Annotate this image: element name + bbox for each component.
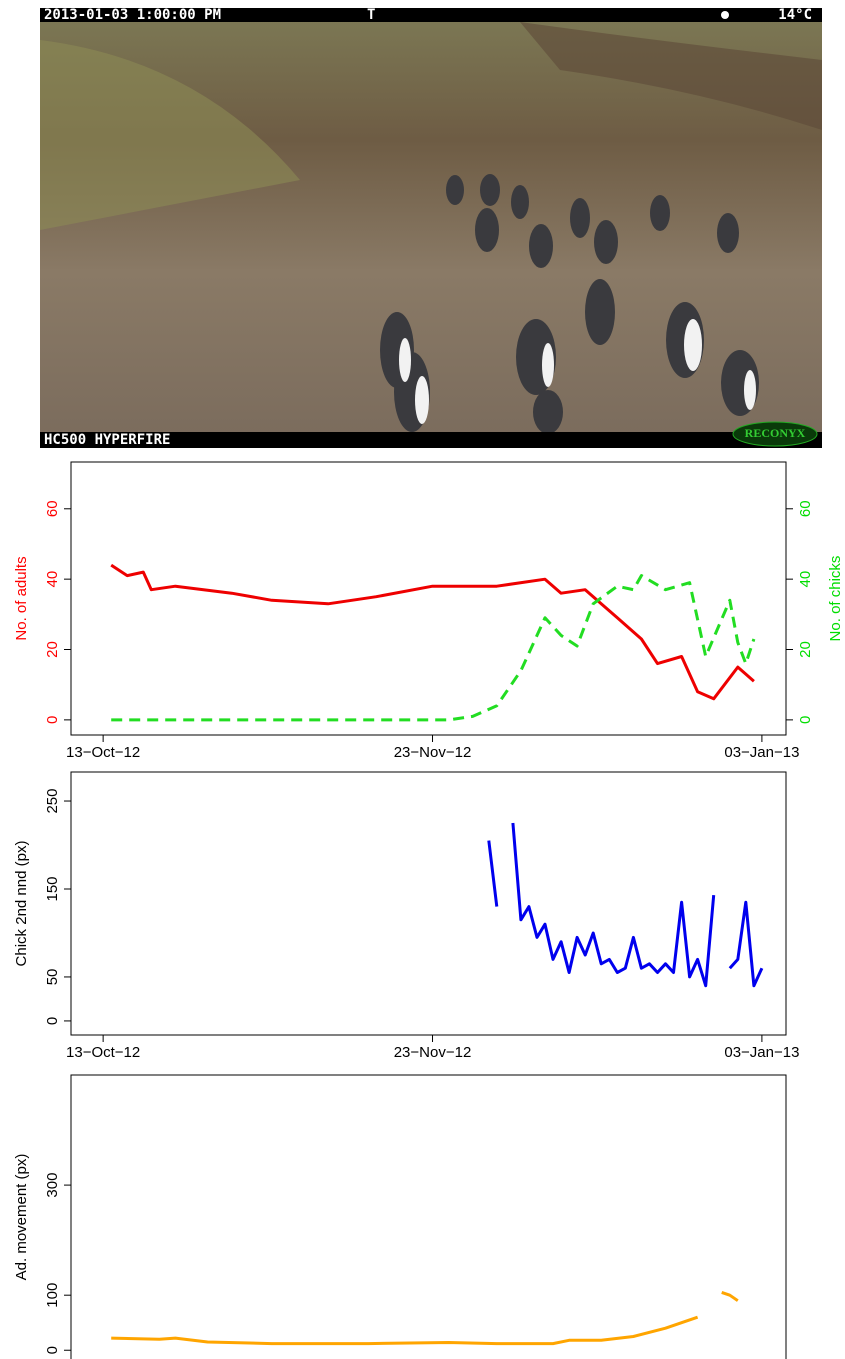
y-tick-label: 300 xyxy=(44,1173,61,1198)
plot-frame xyxy=(70,771,787,1036)
x-tick-label: 13−Oct−12 xyxy=(66,1044,140,1061)
y-axis-label: No. of adults xyxy=(13,556,30,640)
data-line xyxy=(111,1290,739,1346)
penguin-bellies xyxy=(399,319,756,424)
x-tick-label: 23−Nov−12 xyxy=(394,1044,472,1061)
plot-frame xyxy=(70,1074,787,1359)
y-tick-label: 60 xyxy=(44,500,61,517)
x-tick-label: 03−Jan−13 xyxy=(724,1044,799,1061)
y-axis-label: Chick 2nd nnd (px) xyxy=(13,841,30,967)
y2-tick-label: 20 xyxy=(797,641,814,658)
y-tick-label: 40 xyxy=(44,571,61,588)
model: HC500 HYPERFIRE xyxy=(44,432,170,448)
brand: RECONYX xyxy=(745,426,806,440)
timestamp: 2013-01-03 1:00:00 PM xyxy=(44,7,221,23)
plot-frame xyxy=(70,461,787,736)
y-tick-label: 0 xyxy=(44,1346,61,1354)
x-tick-label: 03−Jan−13 xyxy=(724,744,799,761)
data-line xyxy=(487,822,764,988)
y-tick-label: 20 xyxy=(44,641,61,658)
moon-icon xyxy=(721,11,729,19)
y-tick-label: 0 xyxy=(44,1017,61,1025)
temperature: 14°C xyxy=(778,7,812,23)
data-line xyxy=(111,574,756,722)
chart: 0 100 300 Ad. movement (px) xyxy=(13,1074,787,1359)
y-tick-label: 50 xyxy=(44,969,61,986)
y2-tick-label: 0 xyxy=(797,716,814,724)
y-axis-label: Ad. movement (px) xyxy=(13,1154,30,1281)
chart: 0 20 40 60 0 20 40 60 13−Oct−12 23−Nov−12 03−Jan−1… xyxy=(13,461,844,761)
y2-axis-label: No. of chicks xyxy=(827,556,844,642)
chart: 0 50 150 250 13−Oct−12 23−Nov−12 03−Jan−13 Chic… xyxy=(13,771,799,1061)
top-bar xyxy=(40,8,822,22)
y-tick-label: 0 xyxy=(44,716,61,724)
dirt-patch xyxy=(520,22,822,130)
y2-tick-label: 60 xyxy=(797,500,814,517)
flag: T xyxy=(367,7,375,23)
bottom-bar xyxy=(40,432,822,448)
grass-patch xyxy=(40,40,300,230)
x-tick-label: 23−Nov−12 xyxy=(394,744,472,761)
y2-tick-label: 40 xyxy=(797,571,814,588)
x-tick-label: 13−Oct−12 xyxy=(66,744,140,761)
y-tick-label: 100 xyxy=(44,1283,61,1308)
camera-photo: 2013-01-03 1:00:00 PM T 14°C HC500 HYPER… xyxy=(40,7,822,448)
data-line xyxy=(110,563,755,701)
y-tick-label: 150 xyxy=(44,876,61,901)
brand-badge xyxy=(732,421,818,447)
y-tick-label: 250 xyxy=(44,789,61,814)
